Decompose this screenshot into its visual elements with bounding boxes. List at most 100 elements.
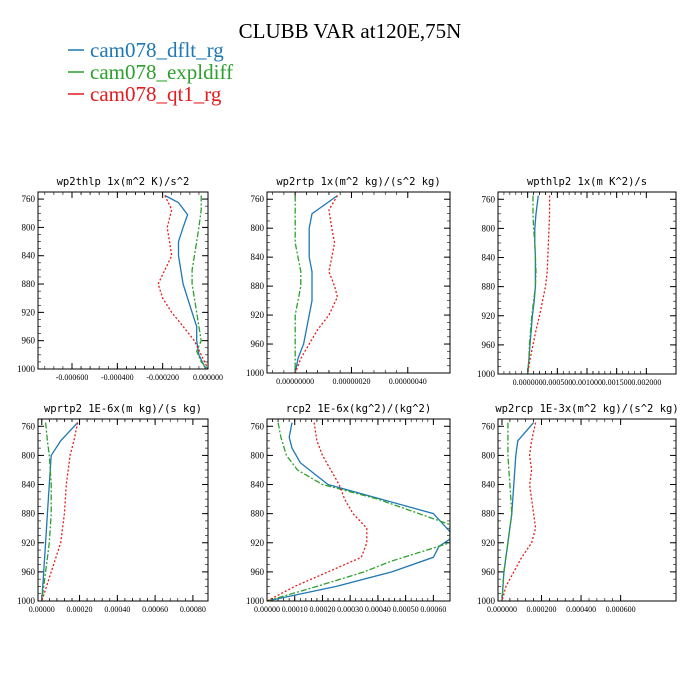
- x-tick-label: 0.000600: [606, 605, 636, 614]
- y-tick-label: 880: [251, 509, 265, 519]
- panel-title: wp2thlp 1x(m^2 K)/s^2: [57, 176, 190, 188]
- y-tick-label: 840: [251, 480, 265, 490]
- chart-panel: wprtp2 1E-6x(m kg)/(s kg) 760 800 840 880 920…: [17, 403, 209, 614]
- x-tick-label: 0.00060: [420, 605, 446, 614]
- y-tick-label: 960: [22, 567, 36, 577]
- plot-frame: [37, 191, 209, 370]
- y-tick-label: 760: [22, 194, 36, 204]
- y-tick-label: 800: [22, 450, 36, 460]
- x-tick-label: 0.000200: [527, 605, 557, 614]
- chart-panel: wp2rcp 1E-3x(m^2 kg)/(s^2 kg) 760 800 840 88…: [477, 403, 679, 614]
- legend-label: cam078_qt1_rg: [90, 82, 222, 106]
- y-tick-label: 800: [251, 223, 265, 233]
- y-tick-label: 800: [22, 222, 36, 232]
- plot-frame: [497, 191, 677, 375]
- y-tick-label: 880: [22, 509, 36, 519]
- x-tick-label: 0.00000020: [332, 377, 370, 386]
- y-tick-label: 800: [251, 450, 265, 460]
- y-tick-label: 880: [22, 279, 36, 289]
- y-tick-label: 880: [251, 281, 265, 291]
- panel-title: wp2rtp 1x(m^2 kg)/(s^2 kg): [276, 176, 440, 188]
- x-tick-label: -0.000600: [56, 373, 89, 382]
- x-tick-label: 0.00060: [142, 605, 168, 614]
- series-line: [41, 422, 52, 601]
- x-tick-label: 0.002000: [631, 378, 661, 387]
- y-tick-label: 1000: [17, 596, 36, 606]
- x-tick-label: 0.00000: [254, 605, 280, 614]
- x-tick-label: 0.000000: [513, 378, 543, 387]
- chart-panels: wp2thlp 1x(m^2 K)/s^2 760 800 840 880 920 960 1…: [17, 176, 679, 614]
- y-tick-label: 1000: [246, 596, 265, 606]
- figure-title: CLUBB VAR at120E,75N: [239, 19, 462, 43]
- x-tick-label: 0.000400: [566, 605, 596, 614]
- y-tick-label: 880: [482, 509, 496, 519]
- plot-frame: [266, 191, 451, 374]
- series-line: [501, 422, 535, 601]
- x-tick-label: 0.001000: [572, 378, 602, 387]
- y-tick-label: 920: [22, 307, 36, 317]
- y-tick-label: 1000: [477, 369, 496, 379]
- y-tick-label: 800: [482, 223, 496, 233]
- series-group: [267, 422, 450, 601]
- y-tick-label: 880: [482, 282, 496, 292]
- series-group: [501, 422, 537, 601]
- panel-title: wpthlp2 1x(m K^2)/s: [527, 176, 647, 188]
- x-tick-label: 0.00020: [309, 605, 335, 614]
- plot-frame: [37, 418, 209, 602]
- x-tick-label: 0.000500: [542, 378, 572, 387]
- x-tick-label: 0.00000: [29, 605, 55, 614]
- y-tick-label: 1000: [246, 368, 265, 378]
- y-tick-label: 760: [482, 194, 496, 204]
- y-tick-label: 840: [22, 251, 36, 261]
- series-group: [157, 194, 208, 369]
- y-tick-label: 840: [251, 252, 265, 262]
- chart-panel: wpthlp2 1x(m K^2)/s 760 800 840 880 920 960 100…: [477, 176, 677, 387]
- y-tick-label: 960: [482, 340, 496, 350]
- series-group: [294, 195, 339, 373]
- y-tick-label: 920: [22, 538, 36, 548]
- y-tick-label: 960: [251, 339, 265, 349]
- y-tick-label: 920: [482, 538, 496, 548]
- x-tick-label: 0.001500: [602, 378, 632, 387]
- y-tick-label: 920: [251, 538, 265, 548]
- y-tick-label: 840: [482, 253, 496, 263]
- y-tick-label: 800: [482, 450, 496, 460]
- panel-title: rcp2 1E-6x(kg^2)/(kg^2): [286, 403, 431, 415]
- x-tick-label: 0.000000: [193, 373, 223, 382]
- series-line: [294, 195, 338, 373]
- y-tick-label: 760: [251, 194, 265, 204]
- x-tick-label: 0.00030: [337, 605, 363, 614]
- series-line: [501, 422, 537, 601]
- series-line: [527, 195, 551, 374]
- series-line: [191, 195, 208, 369]
- series-line: [294, 195, 339, 373]
- series-line: [294, 195, 302, 373]
- y-tick-label: 1000: [477, 596, 496, 606]
- x-tick-label: 0.00040: [365, 605, 391, 614]
- y-tick-label: 760: [251, 421, 265, 431]
- x-tick-label: -0.000200: [146, 373, 179, 382]
- y-tick-label: 960: [22, 336, 36, 346]
- x-tick-label: 0.00000000: [276, 377, 314, 386]
- plot-frame: [497, 418, 677, 602]
- y-tick-label: 960: [251, 567, 265, 577]
- chart-panel: wp2rtp 1x(m^2 kg)/(s^2 kg) 760 800 840 880 92…: [246, 176, 451, 386]
- plot-frame: [266, 418, 451, 602]
- series-line: [267, 422, 450, 601]
- legend-label: cam078_expldiff: [90, 60, 233, 84]
- series-group: [41, 422, 79, 601]
- chart-panel: rcp2 1E-6x(kg^2)/(kg^2) 760 800 840 880 920 96…: [246, 403, 451, 614]
- y-tick-label: 840: [482, 480, 496, 490]
- chart-panel: wp2thlp 1x(m^2 K)/s^2 760 800 840 880 920 960 1…: [17, 176, 223, 382]
- x-tick-label: 0.00040: [104, 605, 130, 614]
- x-tick-label: 0.000000: [487, 605, 517, 614]
- y-tick-label: 920: [251, 310, 265, 320]
- y-tick-label: 760: [22, 421, 36, 431]
- legend: cam078_dflt_rgcam078_expldiffcam078_qt1_…: [68, 38, 233, 106]
- y-tick-label: 1000: [17, 364, 36, 374]
- x-tick-label: 0.00050: [393, 605, 419, 614]
- legend-label: cam078_dflt_rg: [90, 38, 224, 62]
- x-tick-label: 0.00020: [67, 605, 93, 614]
- y-tick-label: 920: [482, 311, 496, 321]
